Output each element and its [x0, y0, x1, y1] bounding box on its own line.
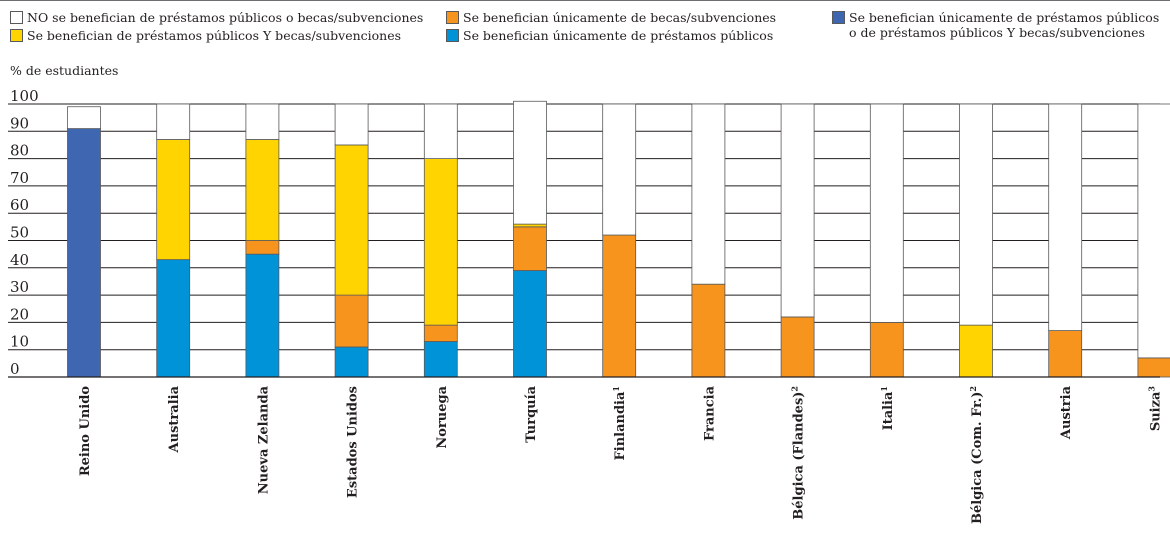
bar-segment-yellow — [334, 144, 369, 296]
legend-item-loans-or-both: Se benefician únicamente de préstamos pú… — [832, 10, 1159, 40]
x-tick-label: Bélgica (Com. Fr.)2 — [968, 386, 985, 524]
bar-segment-light_blue — [423, 341, 458, 378]
legend-item-both: Se benefician de préstamos públicos Y be… — [10, 28, 401, 43]
y-tick-label: 60 — [10, 196, 29, 214]
legend-label-loans-or-both: Se benefician únicamente de préstamos pú… — [849, 10, 1160, 40]
bar-segment-white — [691, 103, 726, 285]
y-tick-label: 10 — [10, 333, 29, 351]
bar-segment-white — [245, 103, 280, 140]
legend-label-grants-only: Se benefician únicamente de becas/subven… — [463, 10, 777, 25]
bar-segment-yellow — [156, 139, 191, 261]
bar-segment-white — [780, 103, 815, 318]
legend-swatch-loans-only — [446, 29, 459, 42]
y-tick-label: 30 — [10, 278, 29, 296]
bar-segment-white — [869, 103, 904, 323]
y-tick-label: 20 — [10, 305, 29, 323]
bar-segment-orange — [869, 321, 904, 378]
bar-segment-white — [602, 103, 637, 236]
legend-swatch-grants-only — [446, 11, 459, 24]
bar-segment-orange — [513, 226, 547, 271]
bar-segment-orange — [780, 316, 815, 378]
bar-segment-orange — [334, 294, 369, 348]
x-tick-label: Turquía — [524, 385, 539, 442]
x-tick-label: Suiza3 — [1146, 386, 1163, 432]
bar-segment-white — [513, 100, 547, 225]
legend-label-loans-only: Se benefician únicamente de préstamos pú… — [463, 28, 774, 43]
bar-segment-yellow — [245, 139, 280, 241]
x-tick-label: Reino Unido — [78, 386, 93, 476]
y-tick-label: 80 — [10, 142, 29, 160]
bar-segment-yellow — [423, 158, 458, 326]
bar-segment-orange — [1048, 330, 1083, 378]
bar-segment-white — [156, 103, 191, 140]
y-tick-label: 70 — [10, 169, 29, 187]
bar-segment-white — [67, 106, 101, 129]
x-tick-label: Noruega — [435, 385, 450, 448]
y-tick-label: 90 — [10, 114, 29, 132]
x-tick-label: Finlandia1 — [611, 386, 628, 460]
bar-segment-yellow — [513, 223, 547, 228]
x-tick-label: Australia — [167, 385, 182, 453]
x-tick-label: Francia — [702, 385, 717, 441]
legend-swatch-loans-or-both — [832, 11, 845, 24]
x-tick-label: Austria — [1059, 385, 1074, 440]
y-tick-label: 100 — [10, 87, 39, 105]
legend-label-none: NO se benefician de préstamos públicos o… — [27, 10, 424, 25]
bar-segment-light_blue — [334, 346, 369, 378]
bar-segment-white — [1137, 103, 1170, 359]
bar-segment-orange — [602, 234, 637, 378]
bar-segment-orange — [423, 324, 458, 342]
y-tick-label: 50 — [10, 224, 29, 242]
bar-segment-light_blue — [245, 253, 280, 378]
y-tick-label: 0 — [10, 360, 20, 378]
top-rule — [0, 0, 1170, 1]
bar-segment-white — [423, 103, 458, 159]
x-tick-label: Italia1 — [879, 386, 896, 430]
legend-item-grants-only: Se benefician únicamente de becas/subven… — [446, 10, 776, 25]
bar-segment-dark_blue — [67, 128, 101, 378]
y-axis-label: % de estudiantes — [10, 63, 119, 78]
legend-label-both: Se benefician de préstamos públicos Y be… — [27, 28, 402, 43]
legend-item-loans-only: Se benefician únicamente de préstamos pú… — [446, 28, 773, 43]
x-tick-label: Bélgica (Flandes)2 — [790, 386, 807, 520]
bar-segment-orange — [691, 283, 726, 378]
x-tick-label: Estados Unidos — [346, 386, 361, 498]
bar-segment-orange — [1137, 357, 1170, 378]
bar-segment-white — [959, 103, 993, 326]
x-tick-label: Nueva Zelanda — [256, 385, 271, 494]
bar-segment-light_blue — [513, 270, 547, 378]
legend-swatch-none — [10, 11, 23, 24]
y-tick-label: 40 — [10, 251, 29, 269]
bar-segment-light_blue — [156, 259, 191, 378]
bar-segment-yellow — [959, 324, 993, 378]
bar-segment-white — [334, 103, 369, 146]
legend-item-none: NO se benefician de préstamos públicos o… — [10, 10, 423, 25]
legend-swatch-both — [10, 29, 23, 42]
bar-segment-white — [1048, 103, 1083, 331]
bar-segment-orange — [245, 240, 280, 255]
